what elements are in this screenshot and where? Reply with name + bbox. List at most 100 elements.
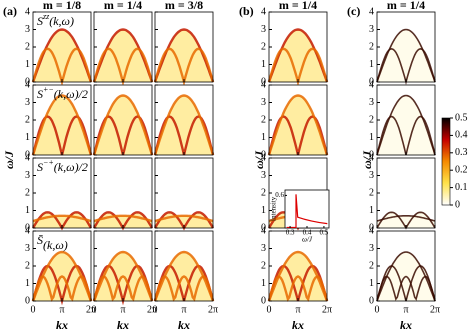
panel <box>267 11 329 87</box>
spectral-fill <box>269 95 327 155</box>
x-tick-label: π <box>120 304 125 315</box>
row-label-sup: zz <box>42 12 50 21</box>
spectral-curve <box>376 251 436 302</box>
x-tick-label: 0 <box>153 304 158 315</box>
row-label: S̄(k,ω) <box>37 233 68 252</box>
inset-frame <box>284 189 330 229</box>
y-tick-label: 2 <box>261 41 266 52</box>
panel-label: (a) <box>3 4 17 18</box>
column-header: m = 1/4 <box>279 0 317 12</box>
y-tick-label: 0 <box>261 222 266 233</box>
spectral-curve <box>376 215 436 222</box>
y-tick-label: 3 <box>261 24 266 35</box>
inset-curve <box>286 194 328 229</box>
y-tick-label: 2 <box>25 41 30 52</box>
y-tick-label: 1 <box>25 132 30 143</box>
spectral-fill <box>94 95 152 155</box>
column-header: m = 1/4 <box>387 0 425 12</box>
y-tick-label: 1 <box>261 132 266 143</box>
spectral-curve <box>154 214 214 223</box>
y-tick-label: 4 <box>261 79 266 90</box>
spectral-curve <box>376 94 436 156</box>
panel <box>31 84 93 156</box>
y-tick-label: 4 <box>261 152 266 163</box>
colorbar-tick-label: 0.3 <box>455 147 468 158</box>
y-tick-label: 3 <box>369 97 374 108</box>
y-tick-label: 3 <box>369 24 374 35</box>
inset-x-label: ω/J <box>302 236 313 244</box>
row-label: Szz(k,ω) <box>37 12 74 28</box>
y-tick-label: 4 <box>25 79 30 90</box>
panel <box>92 84 154 156</box>
y-tick-label: 4 <box>261 225 266 236</box>
row-label: S−+(k,ω)/2 <box>37 158 88 174</box>
y-tick-label: 4 <box>25 6 30 17</box>
y-tick-label: 2 <box>25 260 30 271</box>
panel <box>153 11 215 87</box>
y-tick-label: 1 <box>369 59 374 70</box>
panel-label: (b) <box>239 4 254 18</box>
y-tick-label: 3 <box>25 243 30 254</box>
inset-y-tick-label: 0.6 <box>275 191 284 199</box>
y-tick-label: 2 <box>369 114 374 125</box>
y-tick-label: 0 <box>25 149 30 160</box>
spectral-fill <box>33 95 91 155</box>
y-tick-label: 3 <box>261 243 266 254</box>
panel <box>376 157 436 230</box>
inset-x-tick-label: 0.5 <box>320 229 329 237</box>
y-tick-label: 3 <box>369 170 374 181</box>
panel <box>376 84 436 156</box>
y-tick-label: 1 <box>369 132 374 143</box>
y-tick-label: 3 <box>261 97 266 108</box>
spectral-fill <box>377 95 435 155</box>
row-label-sup: −+ <box>43 158 54 167</box>
x-axis-label: kx <box>400 318 412 332</box>
spectral-curve <box>32 214 92 223</box>
row-label-sup: +− <box>43 85 54 94</box>
y-tick-label: 3 <box>25 170 30 181</box>
x-axis-label: kx <box>56 318 68 332</box>
y-tick-label: 1 <box>369 278 374 289</box>
x-tick-label: 2π <box>430 304 440 315</box>
y-tick-label: 4 <box>369 79 374 90</box>
y-tick-label: 3 <box>369 243 374 254</box>
panel <box>92 157 154 231</box>
row-label-args: (k,ω) <box>43 238 68 252</box>
y-tick-label: 2 <box>369 41 374 52</box>
y-tick-label: 3 <box>25 24 30 35</box>
y-tick-label: 1 <box>25 59 30 70</box>
y-axis-label: ω/J <box>360 150 374 169</box>
y-tick-label: 1 <box>369 205 374 216</box>
spectral-curve <box>267 94 329 156</box>
spectral-curve <box>31 250 93 302</box>
x-tick-label: 2π <box>322 304 332 315</box>
x-tick-label: π <box>403 304 408 315</box>
spectral-fill <box>377 212 435 228</box>
spectral-fill <box>33 29 91 82</box>
y-tick-label: 3 <box>261 170 266 181</box>
y-tick-label: 4 <box>25 225 30 236</box>
x-tick-label: 0 <box>31 304 36 315</box>
spectral-curve <box>153 94 215 156</box>
y-axis-label: ω/J <box>2 150 16 169</box>
panel <box>267 84 329 156</box>
x-axis-label: kx <box>178 318 190 332</box>
spectral-curve <box>267 250 329 302</box>
panel <box>376 11 436 86</box>
panel <box>267 230 329 302</box>
spectral-fill <box>269 29 327 82</box>
y-tick-label: 2 <box>369 187 374 198</box>
y-tick-label: 1 <box>261 278 266 289</box>
x-tick-label: π <box>295 304 300 315</box>
row-label: S+−(k,ω)/2 <box>37 85 88 101</box>
x-tick-label: π <box>181 304 186 315</box>
inset-y-label: Intensity <box>270 196 278 221</box>
panel <box>31 157 93 231</box>
panel-label: (c) <box>347 4 360 18</box>
column-header: m = 1/4 <box>104 0 142 12</box>
panel <box>92 230 154 306</box>
panel <box>153 84 215 156</box>
y-tick-label: 1 <box>25 278 30 289</box>
y-tick-label: 4 <box>369 225 374 236</box>
y-tick-label: 2 <box>261 187 266 198</box>
